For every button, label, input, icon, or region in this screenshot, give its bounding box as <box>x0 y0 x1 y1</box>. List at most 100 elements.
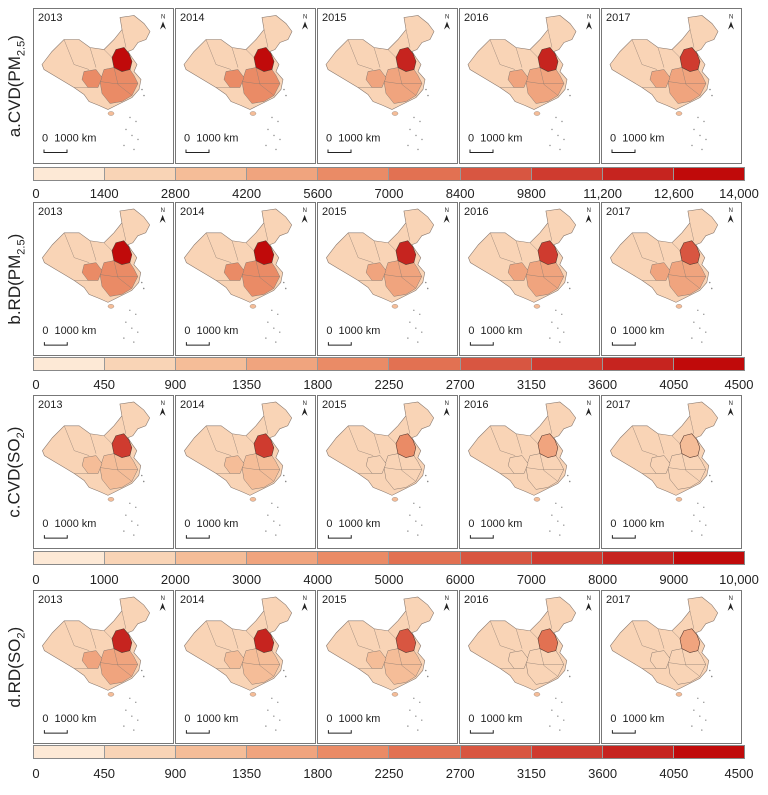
scale-label: 0 1000 km <box>468 713 522 725</box>
colorbar <box>33 167 745 181</box>
colorbar-step-9 <box>673 168 744 180</box>
north-arrow-icon <box>159 214 166 223</box>
map-borders <box>348 610 422 677</box>
year-label: 2016 <box>464 12 489 24</box>
north-label: N <box>161 596 165 602</box>
map-outline <box>42 401 151 496</box>
scale-label: 0 1000 km <box>184 518 238 530</box>
tick-label: 1800 <box>303 766 333 781</box>
scale-bar <box>469 730 494 734</box>
colorbar-step-8 <box>602 358 674 370</box>
tick-label: 2250 <box>374 766 404 781</box>
map-region-hotspot <box>111 628 133 653</box>
map-panel-2017: N 0 1000 km 2017 <box>601 590 742 744</box>
map-islands <box>407 88 429 151</box>
scale-label: 0 1000 km <box>610 325 664 337</box>
map-region-sichuan <box>365 69 387 88</box>
tick-label: 8000 <box>588 572 618 587</box>
row-label: c.CVD(SO2) <box>4 426 28 518</box>
china-map: N 0 1000 km <box>184 208 308 346</box>
map-borders <box>632 610 706 677</box>
map-outline <box>326 208 435 303</box>
map-region-hotspot <box>395 240 417 265</box>
colorbar-step-6 <box>460 358 532 370</box>
map-islands <box>265 88 287 151</box>
colorbar-step-7 <box>531 358 603 370</box>
north-label: N <box>161 401 165 407</box>
map-borders <box>348 222 422 289</box>
colorbar-step-2 <box>176 552 248 564</box>
scale-bar <box>43 149 68 153</box>
colorbar-ticks: 0 1000 2000 3000 4000 5000 6000 7000 8000 9000 10,… <box>32 572 759 587</box>
scale-bar <box>327 149 352 153</box>
year-label: 2016 <box>464 594 489 606</box>
north-arrow-icon <box>301 602 308 611</box>
map-region-hotspot <box>679 628 701 653</box>
map-region-hotspot <box>253 240 275 265</box>
map-outline <box>610 596 719 691</box>
map-outline <box>184 401 293 496</box>
map-region-sichuan <box>649 455 671 474</box>
row-label: d.RD(SO2) <box>4 626 28 708</box>
scale-bar <box>185 342 210 346</box>
colorbar-step-4 <box>318 746 390 758</box>
scale-bar <box>185 730 210 734</box>
colorbar-step-9 <box>673 358 744 370</box>
map-borders <box>206 610 280 677</box>
map-borders <box>631 29 706 96</box>
scale-bar <box>43 730 68 734</box>
north-label: N <box>729 596 733 602</box>
china-map: N 0 1000 km <box>610 208 734 346</box>
map-region-sichuan <box>649 262 671 281</box>
year-label: 2015 <box>322 12 347 24</box>
colorbar-step-7 <box>531 168 603 180</box>
map-borders <box>490 222 564 289</box>
scale-bar <box>327 730 352 734</box>
map-region-hotspot <box>253 628 275 653</box>
map-outline <box>468 596 577 691</box>
map-islands <box>407 669 429 731</box>
scale-label: 0 1000 km <box>184 133 238 145</box>
map-islands <box>691 281 713 343</box>
map-hainan <box>107 111 115 116</box>
north-arrow-icon <box>159 407 166 416</box>
china-map: N 0 1000 km <box>42 596 166 734</box>
north-label: N <box>587 596 591 602</box>
scale-label: 0 1000 km <box>42 325 96 337</box>
map-region-sichuan <box>365 455 387 474</box>
map-panel-2015: N 0 1000 km 2015 <box>317 395 458 549</box>
colorbar-step-5 <box>389 358 461 370</box>
tick-label: 900 <box>164 766 187 781</box>
china-map: N 0 1000 km <box>468 208 592 346</box>
map-outline <box>609 15 719 110</box>
north-arrow-icon <box>444 21 450 30</box>
colorbar-step-4 <box>318 168 390 180</box>
scale-bar <box>611 342 636 346</box>
map-hainan <box>107 692 115 697</box>
north-label: N <box>303 208 307 214</box>
colorbar-step-8 <box>602 552 674 564</box>
map-islands <box>549 88 571 151</box>
tick-label: 2700 <box>445 377 475 392</box>
colorbar-step-5 <box>389 552 461 564</box>
map-panel-2016: N 0 1000 km 2016 <box>459 395 600 549</box>
map-region-sichuan <box>507 69 529 88</box>
colorbar-step-1 <box>105 358 177 370</box>
colorbar <box>33 745 745 759</box>
colorbar-step-3 <box>247 168 319 180</box>
china-map: N 0 1000 km <box>610 401 734 539</box>
north-label: N <box>161 208 165 214</box>
map-panel-2013: N 0 1000 km 2013 <box>33 8 174 164</box>
map-outline <box>467 15 577 110</box>
map-region-sichuan <box>81 262 103 281</box>
scale-label: 0 1000 km <box>184 325 238 337</box>
map-outline <box>42 596 151 691</box>
map-hainan <box>675 692 683 697</box>
scale-label: 0 1000 km <box>184 713 238 725</box>
year-label: 2013 <box>38 206 63 218</box>
tick-label: 3600 <box>588 377 618 392</box>
year-label: 2014 <box>180 12 205 24</box>
tick-label: 3600 <box>588 766 618 781</box>
map-region-hotspot <box>537 628 559 653</box>
scale-bar <box>469 149 494 153</box>
